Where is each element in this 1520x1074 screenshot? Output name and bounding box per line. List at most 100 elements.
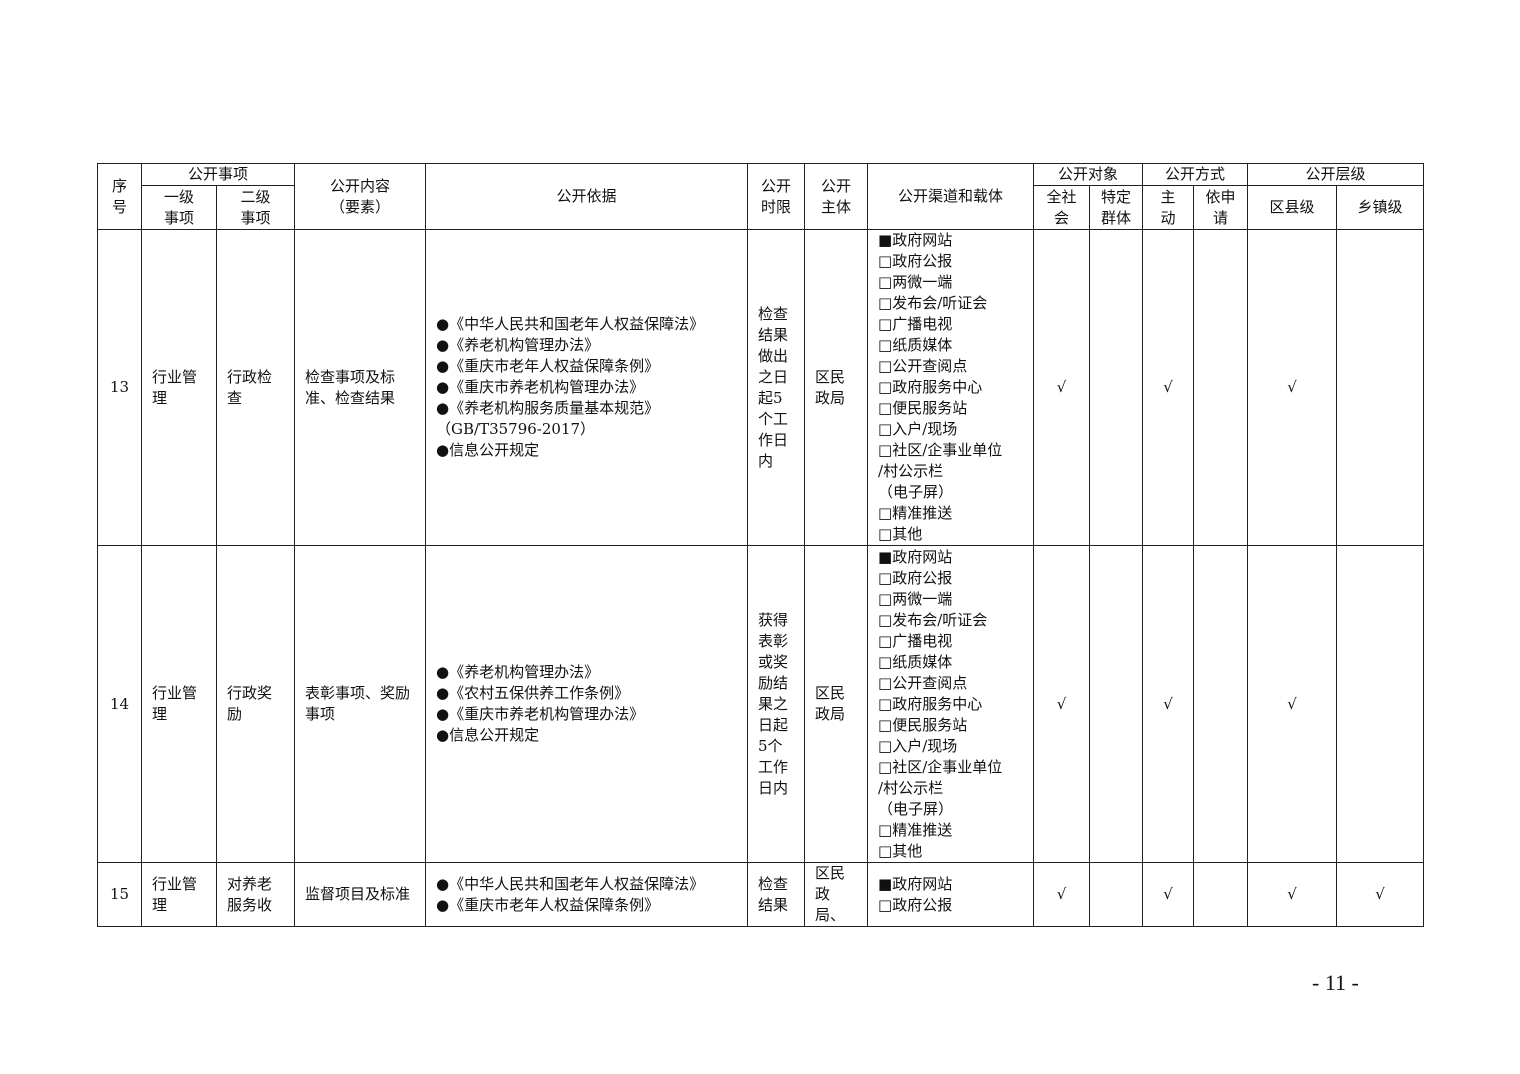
channel-cell: ■政府网站 □政府公报 [867,862,1035,927]
channel-cell-line: □政府服务中心 [878,378,983,396]
subject-cell: 区民政局 [804,545,869,863]
method-active-cell: √ [1142,862,1195,927]
level1-cell: 行业管理 [141,229,217,546]
channel-cell-line: □发布会/听证会 [878,294,988,312]
table-row: 15 行业管理 对养老服务收 监督项目及标准 ●《中华人民共和国老年人权益保障法》 ●《重… [97,862,1425,927]
header-time-limit: 公开时限 [747,163,806,230]
content-cell: 检查事项及标准、检查结果 [294,229,427,546]
level-town-cell: √ [1336,862,1425,927]
target-specific-cell [1089,229,1144,546]
basis-cell-line: ●《中华人民共和国老年人权益保障法》 [436,874,705,893]
method-request-cell [1193,545,1249,863]
header-method-active: 主动 [1142,185,1195,230]
channel-cell-line: □社区/企事业单位 [878,757,1003,776]
method-request-cell [1193,862,1249,927]
channel-cell-line: □政府公报 [878,568,953,587]
basis-cell: ●《中华人民共和国老年人权益保障法》 ●《养老机构管理办法》 ●《重庆市老年人权益保… [425,229,749,546]
channel-cell-line: /村公示栏 [878,778,944,797]
channel-cell-line: □其他 [878,525,923,543]
channel-cell-line: □公开查阅点 [878,673,968,692]
basis-cell-line: ●《农村五保供养工作条例》 [436,684,630,702]
level2-cell: 行政奖励 [215,545,296,863]
header-method-request: 依申请 [1193,185,1249,230]
level2-cell: 行政检查 [215,229,296,546]
channel-cell: ■政府网站 □政府公报 □两微一端 □发布会/听证会 □广播电视 □纸质媒体 □公开查阅点 □… [867,545,1035,863]
header-basis: 公开依据 [425,163,749,230]
level-town-cell [1336,545,1425,863]
target-all-cell: √ [1033,862,1091,927]
channel-cell-line: □政府公报 [878,895,953,914]
header-level1: 一级事项 [141,185,217,230]
disclosure-table: 序号 公开事项 公开内容（要素） 公开依据 公开时限 公开主体 公开渠道和载体 … [97,163,1425,927]
basis-cell-line: ●《重庆市养老机构管理办法》 [436,705,645,723]
subject-cell: 区民政局、 [804,862,869,927]
level-town-cell [1336,229,1425,546]
header-level-county: 区县级 [1247,185,1338,230]
basis-cell: ●《中华人民共和国老年人权益保障法》 ●《重庆市老年人权益保障条例》 [425,862,749,927]
channel-cell-line: □社区/企事业单位 [878,441,1003,459]
content-cell: 表彰事项、奖励事项 [294,545,427,863]
channel-cell-line: ■政府网站 [878,874,953,893]
page-number: - 11 - [1312,970,1359,995]
basis-cell-line: ●信息公开规定 [436,726,540,744]
channel-cell-line: □纸质媒体 [878,336,953,354]
basis-cell-line: （GB/T35796-2017） [436,420,596,438]
time-limit-cell: 获得表彰或奖励结果之日起5个工作日内 [747,545,806,863]
table-row: 13 行业管理 行政检查 检查事项及标准、检查结果 ●《中华人民共和国老年人权益保障法》… [97,229,1425,546]
seq-cell: 13 [97,229,142,546]
basis-cell-line: ●《重庆市养老机构管理办法》 [436,378,645,396]
subject-cell: 区民政局 [804,229,869,546]
basis-cell-line: ●《重庆市老年人权益保障条例》 [436,895,660,914]
basis-cell-line: ●《重庆市老年人权益保障条例》 [436,357,660,375]
seq-cell: 15 [97,862,142,927]
time-limit-cell: 检查结果 [747,862,806,927]
channel-cell-line: （电子屏） [878,799,954,818]
header-target: 公开对象 [1033,163,1144,186]
channel-cell-line: □发布会/听证会 [878,610,988,629]
channel-cell-line: ■政府网站 [878,547,953,566]
time-limit-cell: 检查结果做出之日起5个工作日内 [747,229,806,546]
header-target-specific: 特定群体 [1089,185,1144,230]
channel-cell-line: □精准推送 [878,504,953,522]
method-active-cell: √ [1142,229,1195,546]
basis-cell-line: ●《养老机构服务质量基本规范》 [436,399,660,417]
level2-cell: 对养老服务收 [215,862,296,927]
level-county-cell: √ [1247,229,1338,546]
target-specific-cell [1089,545,1144,863]
basis-cell-line: ●《中华人民共和国老年人权益保障法》 [436,315,705,333]
channel-cell-line: □广播电视 [878,315,953,333]
method-request-cell [1193,229,1249,546]
header-matter: 公开事项 [140,163,296,186]
channel-cell-line: □公开查阅点 [878,357,968,375]
header-level-town: 乡镇级 [1336,185,1425,230]
channel-cell-line: □政府服务中心 [878,694,983,713]
channel-cell-line: □精准推送 [878,820,953,839]
header-method: 公开方式 [1142,163,1249,186]
basis-cell: ●《养老机构管理办法》 ●《农村五保供养工作条例》 ●《重庆市养老机构管理办法》 ●信… [425,545,749,863]
header-seq: 序号 [97,163,142,230]
basis-cell-line: ●《养老机构管理办法》 [436,663,600,681]
target-all-cell: √ [1033,229,1091,546]
channel-cell-line: □广播电视 [878,631,953,650]
channel-cell-line: □两微一端 [878,589,953,608]
seq-cell: 14 [97,545,142,863]
level1-cell: 行业管理 [141,862,217,927]
channel-cell-line: □入户/现场 [878,420,958,438]
target-all-cell: √ [1033,545,1091,863]
target-specific-cell [1089,862,1144,927]
channel-cell-line: □便民服务站 [878,715,968,734]
channel-cell: ■政府网站 □政府公报 □两微一端 □发布会/听证会 □广播电视 □纸质媒体 □公开查阅点 □… [867,229,1035,546]
channel-cell-line: /村公示栏 [878,462,944,480]
channel-cell-line: □其他 [878,841,923,860]
header-channel: 公开渠道和载体 [867,163,1035,230]
header-level2: 二级事项 [215,185,296,230]
channel-cell-line: ■政府网站 [878,231,953,249]
header-subject: 公开主体 [804,163,869,230]
basis-cell-line: ●信息公开规定 [436,441,540,459]
basis-cell-line: ●《养老机构管理办法》 [436,336,600,354]
channel-cell-line: □纸质媒体 [878,652,953,671]
header-level: 公开层级 [1247,163,1425,186]
channel-cell-line: □两微一端 [878,273,953,291]
level-county-cell: √ [1247,862,1338,927]
channel-cell-line: □政府公报 [878,252,953,270]
